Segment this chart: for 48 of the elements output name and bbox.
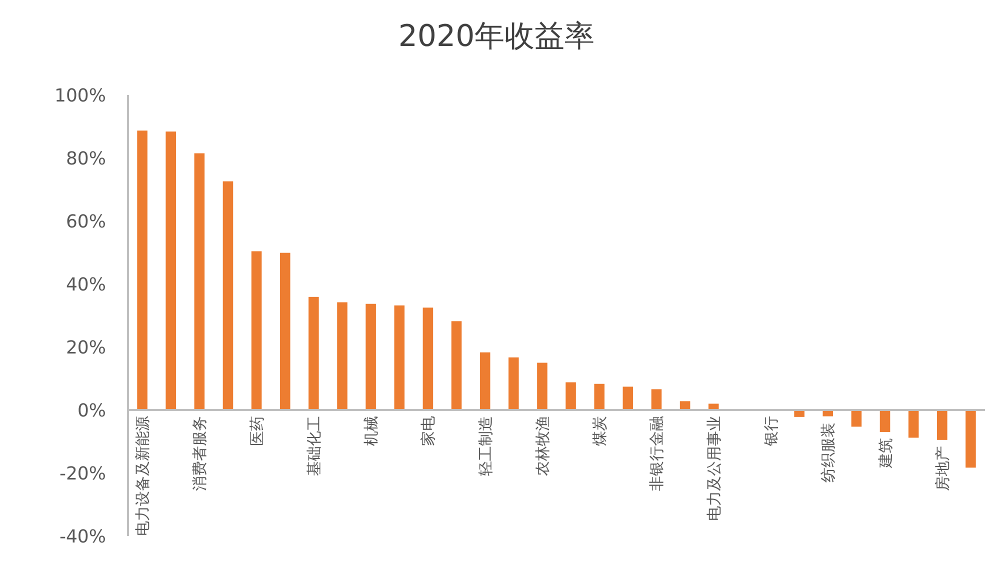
x-tick-label: 纺织服装	[819, 422, 838, 482]
bar	[194, 153, 205, 410]
y-tick-label: 80%	[66, 148, 106, 170]
bar	[508, 357, 519, 410]
y-tick-label: -20%	[59, 463, 106, 484]
bar	[422, 308, 434, 410]
y-tick-label: 0%	[77, 400, 106, 422]
x-tick-label: 电力及公用事业	[704, 416, 723, 521]
bar	[880, 410, 890, 432]
y-tick-label: 100%	[54, 85, 106, 106]
x-tick-label: 煤炭	[590, 416, 609, 446]
y-tick-label: 40%	[66, 274, 106, 296]
x-tick-label: 银行	[762, 416, 780, 447]
y-tick-label: 20%	[66, 337, 106, 358]
bar	[451, 321, 462, 410]
bar	[908, 410, 919, 438]
x-tick-label: 建筑	[876, 438, 894, 470]
y-tick-label: -40%	[59, 526, 106, 548]
bar	[594, 384, 604, 410]
bar	[308, 296, 319, 410]
bar	[366, 304, 376, 410]
bar	[851, 410, 862, 427]
bar	[137, 130, 148, 410]
x-tick-label: 机械	[362, 416, 380, 446]
x-tick-label: 医药	[248, 416, 266, 446]
bar	[537, 362, 548, 410]
bar	[251, 251, 262, 410]
x-tick-label: 电力设备及新能源	[134, 416, 152, 536]
bar	[622, 386, 634, 410]
bar	[566, 382, 576, 410]
x-tick-label: 家电	[419, 416, 438, 446]
bar	[394, 305, 405, 410]
bar	[337, 302, 348, 410]
x-tick-label: 基础化工	[304, 416, 323, 476]
bar	[280, 252, 290, 410]
bar	[166, 132, 176, 410]
bar	[966, 410, 976, 468]
bar	[480, 352, 490, 410]
bar	[937, 410, 948, 440]
x-tick-label: 农林牧渔	[533, 416, 552, 476]
x-tick-label: 房地产	[933, 446, 952, 491]
bar	[222, 181, 234, 410]
x-tick-label: 非银行金融	[648, 416, 666, 491]
y-tick-label: 60%	[66, 211, 106, 232]
x-tick-label: 消费者服务	[190, 416, 209, 491]
chart-title: 2020年收益率	[398, 19, 595, 54]
x-tick-label: 轻工制造	[476, 416, 494, 476]
bar	[651, 389, 662, 410]
